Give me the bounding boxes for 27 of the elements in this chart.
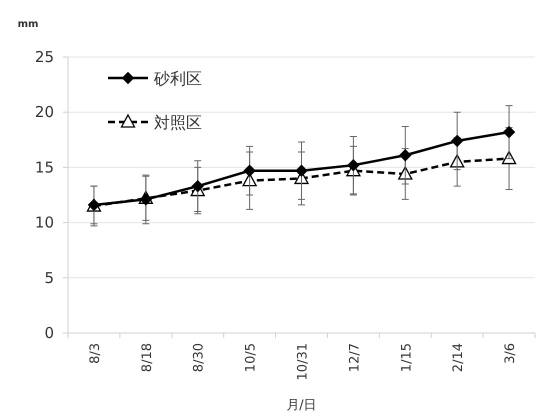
- point: [451, 134, 464, 147]
- y-tick-label: 15: [34, 158, 54, 176]
- x-tick-label: 10/5: [244, 343, 259, 372]
- x-axis-title: 月/日: [286, 398, 317, 413]
- x-tick-label: 3/6: [503, 343, 518, 364]
- x-tick-label: 8/18: [140, 343, 155, 372]
- point: [503, 126, 516, 138]
- y-tick-label: 25: [34, 48, 54, 66]
- point: [399, 149, 412, 162]
- x-tick-label: 2/14: [451, 343, 466, 372]
- y-tick-label: 20: [34, 103, 54, 122]
- y-tick-label: 10: [34, 214, 54, 232]
- x-tick-label: 10/31: [296, 343, 310, 380]
- x-tick-label: 8/30: [192, 343, 207, 372]
- point: [244, 164, 256, 177]
- legend-label: 対照区: [154, 113, 202, 132]
- point: [192, 180, 204, 192]
- legend-label: 砂利区: [153, 69, 202, 88]
- x-tick-label: 12/7: [347, 343, 362, 372]
- point: [140, 193, 152, 206]
- x-tick-label: 8/3: [88, 343, 103, 364]
- y-tick-label: 0: [44, 324, 54, 342]
- point: [296, 164, 308, 177]
- y-axis-title: mm: [18, 19, 38, 30]
- y-tick-label: 5: [44, 268, 54, 287]
- point: [347, 159, 360, 172]
- x-tick-label: 1/15: [399, 343, 414, 372]
